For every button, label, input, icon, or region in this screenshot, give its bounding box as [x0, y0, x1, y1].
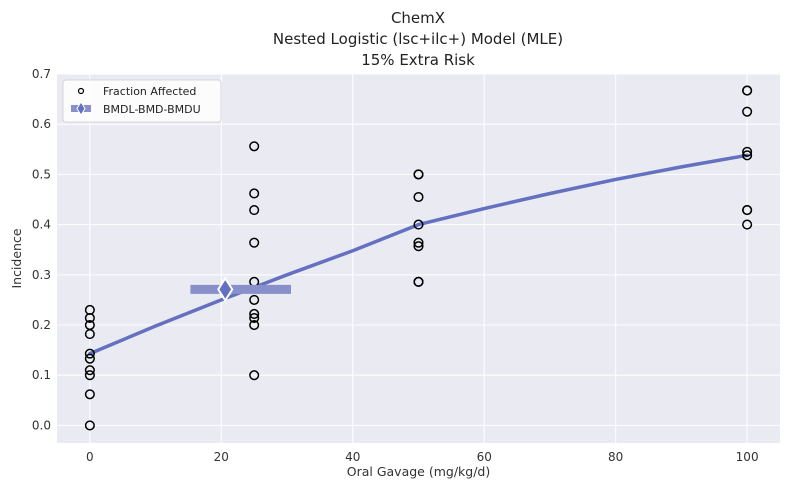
- axis-ticks: 0 20 40 60 80 100 0.0 0.1 0.2 0.3 0.4 0.5 0.6 0.7: [32, 67, 759, 464]
- data-point: [249, 370, 260, 381]
- chart-title-line-3: 15% Extra Risk: [361, 51, 475, 69]
- data-point: [249, 294, 260, 305]
- y-tick-label: 0.4: [32, 218, 51, 232]
- legend-marker-fraction-affected: [77, 87, 85, 95]
- data-point: [249, 237, 260, 248]
- legend-marker-bmd-diamond: [76, 101, 86, 116]
- y-tick-label: 0.0: [32, 418, 51, 432]
- data-point: [742, 150, 753, 161]
- x-axis-label: Oral Gavage (mg/kg/d): [347, 464, 490, 479]
- data-point: [742, 205, 753, 216]
- y-axis-label: Incidence: [9, 228, 24, 288]
- bmd-interval-bar: [190, 284, 291, 294]
- legend-label-bmdl-bmd-bmdu: BMDL-BMD-BMDU: [103, 103, 201, 116]
- data-point: [742, 85, 753, 96]
- model-fit-line: [88, 153, 749, 356]
- data-point: [742, 106, 753, 117]
- chart-title-line-1: ChemX: [391, 9, 445, 27]
- data-series: [84, 85, 753, 431]
- data-point: [249, 308, 260, 320]
- y-tick-label: 0.7: [32, 67, 51, 81]
- data-point: [413, 241, 424, 252]
- data-point: [84, 365, 95, 376]
- data-point: [413, 169, 424, 180]
- data-point: [84, 420, 95, 431]
- data-point: [413, 219, 424, 230]
- y-tick-label: 0.5: [32, 167, 51, 181]
- data-point: [84, 319, 95, 331]
- x-tick-label: 40: [345, 450, 360, 464]
- grid-lines: [57, 73, 780, 443]
- legend: Fraction Affected BMDL-BMD-BMDU: [62, 79, 222, 123]
- data-point: [742, 146, 753, 157]
- y-tick-label: 0.3: [32, 268, 51, 282]
- y-tick-label: 0.2: [32, 318, 51, 332]
- data-point: [413, 276, 424, 287]
- data-point: [413, 237, 424, 248]
- data-point: [742, 219, 753, 230]
- data-point: [84, 304, 95, 316]
- y-tick-label: 0.6: [32, 117, 51, 131]
- data-point: [84, 348, 95, 359]
- legend-box: [62, 79, 222, 123]
- data-point: [413, 191, 424, 203]
- bmd-diamond-marker: [217, 276, 234, 303]
- data-point: [249, 141, 260, 152]
- data-point: [249, 188, 260, 199]
- data-point: [249, 319, 260, 331]
- data-point: [84, 370, 95, 381]
- data-point: [84, 389, 95, 400]
- chart-title-line-2: Nested Logistic (lsc+ilc+) Model (MLE): [273, 30, 563, 48]
- legend-label-fraction-affected: Fraction Affected: [103, 85, 196, 98]
- y-tick-label: 0.1: [32, 368, 51, 382]
- data-point: [249, 205, 260, 216]
- x-tick-label: 100: [736, 450, 759, 464]
- x-tick-label: 60: [477, 450, 492, 464]
- plot-area: [57, 74, 780, 443]
- data-point: [249, 312, 260, 324]
- x-tick-label: 20: [214, 450, 229, 464]
- data-point: [84, 353, 95, 364]
- x-tick-label: 0: [86, 450, 94, 464]
- x-tick-label: 80: [608, 450, 623, 464]
